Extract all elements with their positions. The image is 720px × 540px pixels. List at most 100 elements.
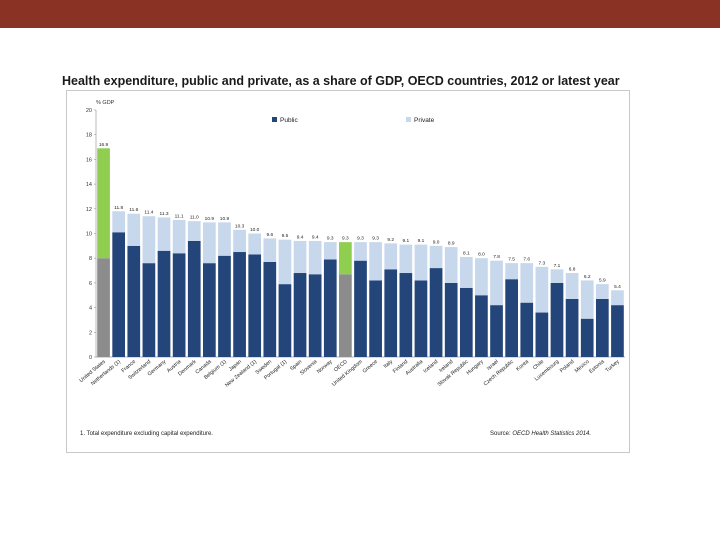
bar-private-united-states xyxy=(97,148,110,259)
bar-private-austria xyxy=(172,219,186,254)
bar-public-turkey xyxy=(611,305,624,357)
bar-private-germany xyxy=(157,217,171,251)
x-tick-label-norway: Norway xyxy=(316,359,334,375)
y-tick-label: 2 xyxy=(89,330,92,336)
bar-private-netherlands-1 xyxy=(112,211,126,233)
data-label-france: 11.6 xyxy=(129,207,138,213)
bar-public-slovak-republic xyxy=(459,287,473,357)
bar-private-estonia xyxy=(595,284,609,299)
y-tick-label: 10 xyxy=(86,232,92,238)
bar-private-israel xyxy=(490,260,503,306)
bar-private-switzerland xyxy=(142,216,156,264)
bar-private-poland xyxy=(565,273,579,299)
data-label-australia: 9.1 xyxy=(418,238,425,244)
x-tick-label-australia: Australia xyxy=(405,359,425,377)
y-tick-label: 8 xyxy=(89,256,92,262)
bar-private-norway xyxy=(323,242,337,260)
bar-private-mexico xyxy=(580,280,594,319)
bar-private-slovak-republic xyxy=(459,256,473,288)
x-tick-label-iceland: Iceland xyxy=(422,359,439,375)
bar-public-italy xyxy=(384,269,398,357)
bar-private-oecd xyxy=(339,242,352,275)
bar-public-portugal-1 xyxy=(278,284,292,357)
data-label-norway: 9.3 xyxy=(327,236,334,242)
source-title: OECD Health Statistics 2014. xyxy=(512,431,592,437)
x-tick-label-greece: Greece xyxy=(362,359,379,375)
bar-public-belgium-1 xyxy=(218,255,231,357)
data-label-mexico: 6.2 xyxy=(584,274,591,280)
data-label-denmark: 11.0 xyxy=(190,215,199,221)
bar-private-greece xyxy=(369,242,382,281)
bar-public-luxembourg xyxy=(550,282,564,357)
y-tick-label: 4 xyxy=(89,306,92,312)
bar-private-new-zealand-1 xyxy=(248,233,262,255)
x-tick-label-mexico: Mexico xyxy=(574,359,591,374)
bar-public-hungary xyxy=(475,295,488,357)
bar-public-canada xyxy=(203,263,216,357)
bar-public-norway xyxy=(323,259,337,357)
legend-label-private: Private xyxy=(414,117,435,124)
data-label-belgium-1: 10.9 xyxy=(220,216,230,222)
bar-public-poland xyxy=(565,298,579,357)
bar-private-italy xyxy=(384,243,398,270)
bar-public-denmark xyxy=(187,240,201,357)
bar-public-czech-republic xyxy=(505,279,518,357)
data-label-united-states: 16.9 xyxy=(99,142,109,148)
bar-public-germany xyxy=(157,250,171,357)
y-tick-label: 6 xyxy=(89,281,92,287)
bar-private-denmark xyxy=(187,221,201,241)
legend-swatch-private xyxy=(406,117,411,122)
bar-public-austria xyxy=(172,253,186,357)
data-label-germany: 11.3 xyxy=(160,211,169,217)
bar-public-new-zealand-1 xyxy=(248,254,262,357)
bar-public-switzerland xyxy=(142,263,156,357)
x-tick-label-turkey: Turkey xyxy=(605,359,621,374)
x-tick-label-hungary: Hungary xyxy=(465,359,484,377)
bar-public-sweden xyxy=(263,261,277,357)
bar-public-united-kingdom xyxy=(354,260,367,357)
data-label-chile: 7.3 xyxy=(539,260,546,266)
bar-private-australia xyxy=(414,244,428,281)
bar-public-france xyxy=(127,245,141,357)
bar-public-finland xyxy=(399,273,413,357)
bar-private-slovenia xyxy=(308,240,322,275)
top-accent-bar xyxy=(0,0,720,28)
bar-private-korea xyxy=(520,263,534,303)
chart-title: Health expenditure, public and private, … xyxy=(62,74,620,88)
data-label-united-kingdom: 9.3 xyxy=(357,236,364,242)
data-label-luxembourg: 7.1 xyxy=(554,263,561,269)
bar-public-korea xyxy=(520,302,534,357)
bar-public-greece xyxy=(369,280,382,357)
data-label-slovenia: 9.4 xyxy=(312,234,319,240)
data-label-italy: 9.2 xyxy=(387,237,394,243)
legend-label-public: Public xyxy=(280,117,298,124)
x-tick-label-poland: Poland xyxy=(559,359,576,374)
chart-footnote: 1. Total expenditure excluding capital e… xyxy=(80,431,213,437)
bar-public-slovenia xyxy=(308,274,322,357)
bar-private-portugal-1 xyxy=(278,239,292,285)
bar-public-united-states xyxy=(97,258,110,357)
data-label-slovak-republic: 8.1 xyxy=(463,250,470,256)
bar-public-japan xyxy=(233,252,246,357)
bar-private-japan xyxy=(233,229,246,253)
source-prefix: Source: xyxy=(490,431,511,437)
data-label-switzerland: 11.4 xyxy=(144,210,153,216)
data-label-korea: 7.6 xyxy=(523,257,530,263)
y-tick-label: 18 xyxy=(86,133,92,139)
data-label-finland: 9.1 xyxy=(403,238,410,244)
bar-private-hungary xyxy=(475,258,488,296)
data-label-turkey: 5.4 xyxy=(614,284,621,290)
data-label-canada: 10.9 xyxy=(205,216,215,222)
bar-public-iceland xyxy=(429,268,443,357)
data-label-poland: 6.8 xyxy=(569,267,576,273)
data-label-portugal-1: 9.5 xyxy=(282,233,289,239)
bar-private-finland xyxy=(399,244,413,274)
bar-private-france xyxy=(127,213,141,246)
data-label-spain: 9.4 xyxy=(297,234,304,240)
y-axis-label: % GDP xyxy=(96,100,115,106)
bar-public-chile xyxy=(535,312,549,357)
x-tick-label-italy: Italy xyxy=(383,359,395,370)
data-label-iceland: 9.0 xyxy=(433,239,440,245)
bar-private-sweden xyxy=(263,238,277,262)
data-label-czech-republic: 7.5 xyxy=(508,257,515,263)
